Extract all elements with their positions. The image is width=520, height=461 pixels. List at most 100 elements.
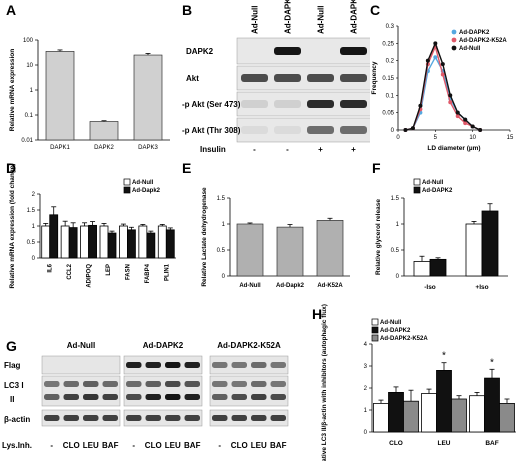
row-label: -p Akt (Thr 308) [182, 126, 241, 135]
row-label: -p Akt (Ser 473) [182, 100, 241, 109]
bar [451, 398, 467, 433]
bar-dapk3 [133, 54, 163, 141]
blot-g-lc3: Ad-Null Ad-DAPK2 Ad-DAPK2-K52A Flag LC3 I II β… [2, 341, 289, 450]
y-axis-label: Relative Lactate dehydrogenase [201, 187, 208, 287]
data-point [433, 41, 438, 46]
blot-strip [123, 409, 203, 427]
panel-label-e: E [182, 160, 192, 176]
blot-band [63, 415, 79, 421]
y-axis-label: Relative LC3 II/β-actin with inhibitors … [321, 304, 328, 461]
x-tick-label: DAPK1 [50, 145, 70, 151]
blot-band [145, 394, 161, 400]
insulin-sign: - [253, 145, 256, 154]
bar [157, 225, 167, 259]
panel-label-g: G [6, 338, 17, 354]
x-tick-label: 10 [469, 135, 476, 141]
x-tick-label: LEU [438, 440, 451, 447]
data-point [470, 124, 475, 129]
x-tick-label: FABP4 [145, 263, 151, 283]
legend-label: Ad-Dapk2 [132, 188, 161, 194]
panel-label-b: B [182, 2, 193, 18]
y-tick-label: 1.5 [217, 196, 226, 202]
legend-swatch [371, 326, 379, 334]
bar [436, 370, 452, 433]
row-label: LC3 I [4, 381, 24, 390]
bar [99, 225, 109, 259]
blot-band [274, 74, 301, 82]
y-tick-label: 0.2 [386, 59, 395, 65]
bar [119, 225, 128, 259]
data-point [463, 121, 468, 126]
y-axis-label: Relative mRNA expression [9, 49, 16, 132]
blot-band [251, 381, 267, 387]
y-tick-label: 1 [32, 224, 36, 230]
y-tick-label: 100 [23, 38, 34, 44]
treatment-label: LEU [251, 441, 267, 450]
x-tick-label: CCL2 [67, 263, 73, 279]
blot-band [251, 394, 267, 400]
legend-label: Ad-DAPK2 [459, 30, 490, 36]
y-axis-label: Relative glycerol release [375, 199, 382, 275]
bar [429, 258, 447, 277]
blot-band [340, 47, 367, 55]
blot-strip [123, 355, 203, 375]
data-point [463, 117, 468, 122]
bar [146, 232, 156, 259]
blot-band [231, 362, 247, 368]
blot-band [212, 381, 228, 387]
blot-band [165, 362, 181, 368]
y-tick-label: 1 [364, 408, 368, 414]
data-point [455, 110, 460, 115]
insulin-sign: + [351, 145, 356, 154]
chart-c-ld-diameter: 0 0.05 0.1 0.15 0.2 0.25 0.3 0 5 10 15 Frequency LD … [371, 24, 514, 152]
chart-f-glycerol: 0 0.5 1 1.5 Relative glycerol release -Iso +Is… [375, 178, 508, 291]
blot-band [83, 394, 99, 400]
x-axis-label: LD diameter (µm) [427, 145, 480, 152]
treatment-label: CLO [145, 441, 162, 450]
treatment-label: BAF [270, 441, 287, 450]
blot-band [63, 394, 79, 400]
x-tick-label: Ad-Null [239, 283, 261, 289]
blot-band [145, 362, 161, 368]
treatment-label: CLO [231, 441, 248, 450]
bar [60, 225, 70, 259]
blot-band [270, 362, 286, 368]
significance-mark: * [490, 357, 494, 368]
blot-band [241, 100, 268, 108]
x-tick-label: +Iso [475, 284, 488, 291]
y-tick-label: 0.01 [21, 138, 33, 144]
bar [316, 220, 344, 277]
blot-band [270, 415, 286, 421]
blot-band [184, 362, 200, 368]
legend-label: Ad-DAPK2 [422, 188, 453, 194]
blot-band [274, 100, 301, 108]
y-tick-label: 0.15 [382, 76, 394, 82]
blot-band [83, 381, 99, 387]
y-tick-label: 0.3 [386, 24, 395, 30]
group-label: Ad-Null [67, 341, 95, 350]
legend-swatch [413, 186, 421, 194]
blot-band [126, 362, 142, 368]
data-point [478, 128, 483, 132]
blot-strip [209, 355, 289, 375]
blot-band [270, 394, 286, 400]
row-label: Flag [4, 361, 21, 370]
legend-swatch [413, 178, 421, 186]
treatment-label: CLO [63, 441, 80, 450]
bar [499, 403, 515, 433]
x-tick-label: 0 [396, 135, 400, 141]
y-tick-label: 0 [32, 256, 36, 262]
insulin-label: Insulin [200, 145, 226, 154]
x-tick-label: Ad-K52A [317, 283, 343, 289]
legend-label: Ad-Null [422, 180, 444, 186]
bar [421, 393, 437, 433]
bar [80, 225, 89, 259]
blot-strip [123, 375, 203, 407]
blot-band [102, 381, 118, 387]
treatment-label: LEU [165, 441, 181, 450]
insulin-sign: + [318, 145, 323, 154]
bar-dapk1 [45, 51, 75, 141]
blot-band [251, 362, 267, 368]
blot-band [184, 381, 200, 387]
chart-d-gene-expression: 0 0.5 1 1.5 2 Relative mRNA expression (fold … [9, 163, 176, 289]
